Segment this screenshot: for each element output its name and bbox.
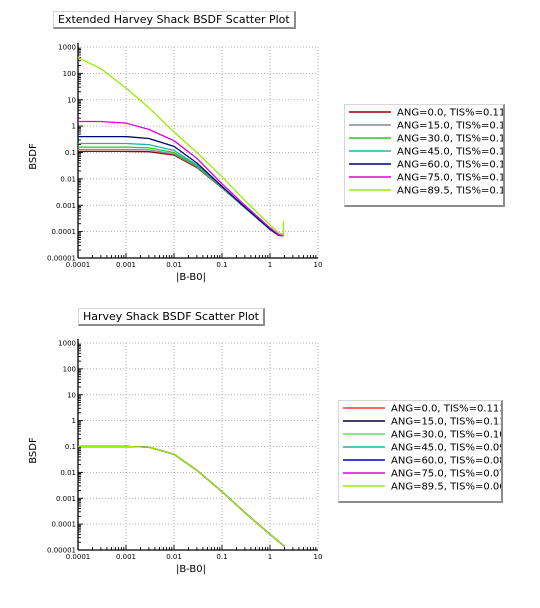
x-tick-label: 0.01 <box>166 553 182 561</box>
x-tick-label: 0.0001 <box>66 553 91 561</box>
chart-1-legend: ANG=0.0, TIS%=0.1179 ANG=15.0, TIS%=0.118… <box>344 104 524 207</box>
x-tick-label: 10 <box>314 553 323 561</box>
y-tick-label: 0.01 <box>60 175 76 183</box>
y-tick-label: 0.00001 <box>47 255 76 263</box>
legend-entry: ANG=45.0, TIS%=0.0986 <box>391 443 501 454</box>
y-tick-label: 0.0001 <box>52 228 77 236</box>
x-tick-label: 10 <box>314 261 323 269</box>
y-tick-label: 0.1 <box>65 443 76 451</box>
y-tick-label: 1 <box>72 123 76 131</box>
series-line-5 <box>78 120 284 237</box>
series-line-3 <box>78 445 285 547</box>
legend-entry: ANG=89.5, TIS%=0.1683 <box>397 186 503 197</box>
x-tick-label: 0.1 <box>216 553 227 561</box>
x-tick-label: 1 <box>268 261 272 269</box>
y-tick-label: 0.01 <box>60 469 76 477</box>
chart-1-x-axis-label: |B-B0| <box>176 272 206 283</box>
legend-entry: ANG=0.0, TIS%=0.1131 <box>391 404 501 415</box>
y-tick-label: 0.1 <box>65 149 76 157</box>
series-line-6 <box>78 445 285 547</box>
series-line-6 <box>77 56 285 235</box>
legend-entry: ANG=30.0, TIS%=0.1192 <box>397 134 503 145</box>
legend-entry: ANG=89.5, TIS%=0.06153 <box>391 482 501 493</box>
y-tick-label: 100 <box>63 365 76 373</box>
x-tick-label: 0.1 <box>216 261 227 269</box>
x-tick-label: 0.001 <box>116 553 136 561</box>
legend-entry: ANG=75.0, TIS%=0.1301 <box>397 173 503 184</box>
series-line-0 <box>78 445 285 547</box>
y-tick-label: 100 <box>63 70 76 78</box>
chart-2-title: Harvey Shack BSDF Scatter Plot <box>78 308 265 326</box>
series-line-4 <box>78 445 285 547</box>
x-tick-label: 0.001 <box>116 261 136 269</box>
y-tick-label: 10 <box>67 391 76 399</box>
y-tick-label: 10 <box>67 96 76 104</box>
legend-entry: ANG=60.0, TIS%=0.08738 <box>391 456 501 467</box>
legend-entry: ANG=60.0, TIS%=0.1253 <box>397 160 503 171</box>
series-line-5 <box>78 445 285 547</box>
series-line-2 <box>78 445 285 547</box>
x-tick-label: 0.01 <box>166 261 182 269</box>
legend-entry: ANG=15.0, TIS%=0.1182 <box>397 121 503 132</box>
legend-entry: ANG=45.0, TIS%=0.1213 <box>397 147 503 158</box>
legend-entry: ANG=15.0, TIS%=0.1115 <box>391 417 501 428</box>
y-tick-label: 1000 <box>58 44 76 52</box>
chart-1-plot: 0.0001 0.001 0.01 0.1 1 10 1000 100 10 1 0.1 0.01 0.… <box>28 43 323 283</box>
y-tick-label: 1000 <box>58 340 76 348</box>
chart-1-title: Extended Harvey Shack BSDF Scatter Plot <box>53 11 296 29</box>
chart-1-y-axis-label: BSDF <box>28 143 39 170</box>
y-tick-label: 0.001 <box>56 202 76 210</box>
x-tick-label: 1 <box>268 553 272 561</box>
y-tick-label: 0.00001 <box>47 547 76 555</box>
chart-2-y-axis-label: BSDF <box>28 437 39 464</box>
y-tick-label: 0.0001 <box>52 521 77 529</box>
y-tick-label: 1 <box>72 417 76 425</box>
chart-2-legend: ANG=0.0, TIS%=0.1131 ANG=15.0, TIS%=0.111… <box>338 400 525 503</box>
legend-entry: ANG=75.0, TIS%=0.07305 <box>391 469 501 480</box>
series-line-1 <box>78 445 285 547</box>
x-tick-label: 0.0001 <box>66 261 91 269</box>
y-tick-label: 0.001 <box>56 495 76 503</box>
legend-entry: ANG=0.0, TIS%=0.1179 <box>397 108 503 119</box>
chart-2-x-axis-label: |B-B0| <box>176 564 206 575</box>
legend-entry: ANG=30.0, TIS%=0.1066 <box>391 430 501 441</box>
series-line-4 <box>78 135 284 237</box>
